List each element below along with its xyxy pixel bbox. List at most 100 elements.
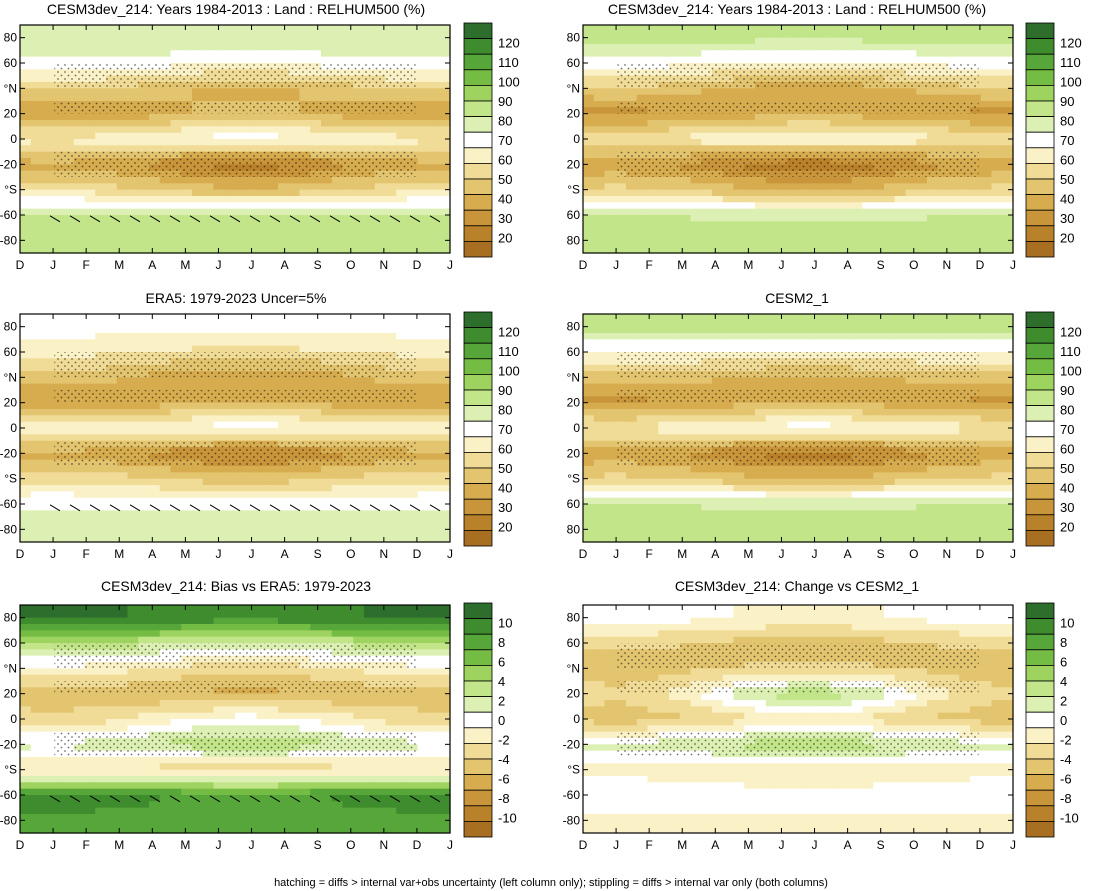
heatmap-cell — [669, 120, 681, 127]
heatmap-cell — [321, 37, 333, 45]
heatmap-cell — [884, 50, 896, 58]
heatmap-cell — [1002, 120, 1014, 127]
heatmap-cell — [765, 25, 778, 32]
heatmap-cell — [407, 523, 419, 530]
heatmap-cell — [679, 94, 692, 102]
heatmap-cell — [765, 326, 778, 334]
colorbar-label: 80 — [1060, 114, 1074, 129]
heatmap-cell — [364, 472, 376, 480]
heatmap-cell — [41, 145, 53, 153]
heatmap-cell — [626, 44, 638, 51]
heatmap-cell — [278, 402, 290, 410]
heatmap-cell — [583, 345, 595, 353]
heatmap-cell — [138, 25, 150, 32]
heatmap-cell — [310, 415, 322, 423]
heatmap-cell — [202, 88, 215, 96]
heatmap-cell — [170, 497, 182, 505]
heatmap-cell — [353, 535, 365, 543]
heatmap-cell — [353, 320, 365, 328]
heatmap-cell — [417, 82, 430, 89]
heatmap-cell — [604, 56, 616, 64]
heatmap-cell — [181, 497, 193, 505]
heatmap-cell — [213, 320, 225, 328]
heatmap-cell — [52, 491, 64, 499]
heatmap-cell — [181, 466, 193, 473]
heatmap-cell — [417, 383, 430, 391]
heatmap-cell — [755, 183, 767, 191]
heatmap-cell — [353, 402, 365, 410]
heatmap-cell — [439, 151, 451, 159]
x-tick-label: J — [50, 258, 56, 272]
heatmap-cell — [20, 390, 32, 397]
heatmap-cell — [52, 56, 64, 64]
heatmap-cell — [948, 314, 960, 321]
heatmap-cell — [278, 221, 290, 229]
heatmap-cell — [980, 88, 993, 96]
heatmap-cell — [991, 352, 1003, 359]
heatmap-cell — [658, 37, 670, 45]
heatmap-cell — [604, 314, 616, 321]
hatch-mark — [429, 504, 441, 512]
heatmap-cell — [948, 177, 960, 184]
heatmap-cell — [894, 25, 907, 32]
heatmap-cell — [862, 240, 874, 248]
heatmap-cell — [20, 352, 32, 359]
heatmap-cell — [321, 421, 333, 429]
heatmap-cell — [679, 234, 692, 241]
heatmap-cell — [636, 189, 649, 197]
heatmap-cell — [980, 75, 993, 83]
heatmap-cell — [127, 504, 139, 511]
heatmap-cell — [213, 94, 225, 102]
heatmap-cell — [937, 333, 950, 340]
heatmap-cell — [733, 139, 745, 146]
heatmap-cell — [213, 428, 225, 435]
heatmap-cell — [916, 333, 928, 340]
heatmap-cell — [278, 326, 290, 334]
heatmap-cell — [937, 339, 950, 347]
heatmap-cell — [288, 529, 301, 537]
heatmap-cell — [722, 44, 735, 51]
y-tick-label: 80 — [4, 31, 18, 45]
heatmap-cell — [396, 94, 408, 102]
heatmap-cell — [604, 94, 616, 102]
heatmap-cell — [41, 409, 53, 416]
heatmap-cell — [73, 240, 86, 248]
heatmap-cell — [970, 189, 982, 197]
heatmap-cell — [385, 145, 397, 153]
heatmap-cell — [733, 246, 745, 254]
heatmap-cell — [884, 246, 896, 254]
heatmap-cell — [84, 37, 96, 45]
heatmap-cell — [267, 189, 279, 197]
heatmap-cell — [235, 88, 247, 96]
heatmap-cell — [170, 196, 182, 203]
heatmap-cell — [927, 320, 939, 328]
heatmap-cell — [679, 320, 692, 328]
heatmap-cell — [342, 56, 354, 64]
x-tick-label: D — [413, 547, 422, 561]
heatmap-cell — [256, 189, 268, 197]
heatmap-cell — [905, 196, 917, 203]
heatmap-cell — [851, 234, 864, 241]
heatmap-cell — [364, 529, 376, 537]
heatmap-cell — [106, 25, 118, 32]
heatmap-cell — [63, 434, 75, 442]
heatmap-cell — [396, 434, 408, 442]
heatmap-cell — [396, 139, 408, 146]
heatmap-cell — [439, 94, 451, 102]
heatmap-cell — [310, 409, 322, 416]
heatmap-cell — [980, 240, 993, 248]
heatmap-cell — [73, 516, 86, 524]
hatch-mark — [209, 504, 221, 512]
heatmap-cell — [991, 234, 1003, 241]
heatmap-cell — [52, 320, 64, 328]
heatmap-cell — [385, 516, 397, 524]
heatmap-cell — [30, 202, 43, 210]
heatmap-cell — [604, 126, 616, 134]
heatmap-cell — [202, 402, 215, 410]
heatmap-cell — [138, 31, 150, 39]
heatmap-cell — [937, 227, 950, 235]
heatmap-cell — [353, 314, 365, 321]
heatmap-cell — [428, 196, 440, 203]
heatmap-cell — [181, 139, 193, 146]
heatmap-cell — [428, 139, 440, 146]
